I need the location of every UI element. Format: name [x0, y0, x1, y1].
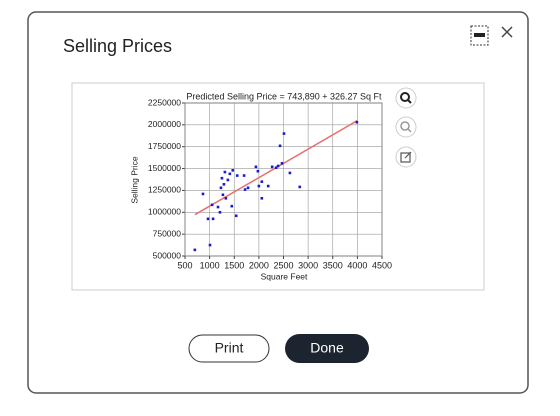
y-axis-label: Selling Price — [129, 156, 139, 204]
open-external-button[interactable] — [395, 146, 417, 168]
point — [280, 162, 284, 165]
point — [219, 186, 223, 190]
point — [216, 205, 220, 209]
y-tick-label: 750000 — [153, 228, 182, 238]
y-tick-label: 1750000 — [148, 141, 181, 151]
point — [221, 193, 225, 197]
print-button[interactable]: Print — [188, 334, 270, 363]
point — [234, 214, 238, 218]
point — [242, 174, 246, 177]
point — [223, 170, 227, 174]
x-tick-label: 1000 — [200, 260, 220, 270]
point — [276, 164, 280, 168]
close-button[interactable] — [501, 26, 513, 38]
point — [260, 180, 264, 183]
point — [274, 166, 278, 169]
point — [208, 243, 212, 247]
point — [298, 185, 302, 189]
x-tick-label: 500 — [177, 260, 192, 270]
point — [270, 165, 274, 169]
point — [246, 186, 250, 190]
point — [254, 165, 258, 169]
point — [256, 169, 260, 173]
x-tick-label: 2000 — [249, 260, 269, 270]
point — [201, 192, 205, 196]
point — [226, 178, 230, 182]
y-tick-label: 1500000 — [148, 163, 181, 173]
y-tick-label: 2000000 — [148, 119, 181, 129]
zoom-out-button[interactable] — [395, 116, 417, 138]
print-label: Print — [215, 340, 244, 356]
point — [224, 196, 228, 200]
point — [355, 120, 359, 124]
done-label: Done — [310, 340, 344, 356]
x-tick-label: 4500 — [372, 260, 392, 270]
point — [193, 248, 197, 252]
point — [266, 184, 270, 188]
point — [278, 144, 282, 148]
minimize-button[interactable] — [470, 25, 489, 46]
dialog-title: Selling Prices — [63, 36, 172, 56]
x-tick-label: 1500 — [224, 260, 244, 270]
x-tick-label: 3500 — [323, 260, 343, 270]
point — [222, 183, 226, 186]
x-tick-label: 4000 — [347, 260, 367, 270]
x-tick-label: 3000 — [298, 260, 318, 270]
point — [260, 196, 264, 200]
chart-title: Predicted Selling Price = 743,890 + 326.… — [186, 91, 382, 101]
y-tick-label: 1250000 — [148, 185, 181, 195]
x-axis-label: Square Feet — [261, 271, 308, 281]
point — [231, 169, 235, 172]
point — [210, 203, 214, 207]
zoom-in-button[interactable] — [395, 87, 417, 109]
point — [228, 172, 232, 176]
point — [218, 210, 222, 214]
point — [235, 174, 239, 177]
x-tick-label: 2500 — [273, 260, 293, 270]
y-tick-label: 1000000 — [148, 207, 181, 217]
y-tick-label: 2250000 — [148, 97, 181, 107]
done-button[interactable]: Done — [285, 334, 369, 363]
point — [206, 217, 210, 221]
y-tick-label: 500000 — [153, 250, 182, 260]
point — [257, 184, 261, 188]
point — [211, 217, 215, 221]
point — [243, 188, 247, 191]
point — [230, 204, 234, 208]
point — [220, 176, 224, 180]
point — [288, 171, 292, 175]
point — [282, 132, 286, 135]
